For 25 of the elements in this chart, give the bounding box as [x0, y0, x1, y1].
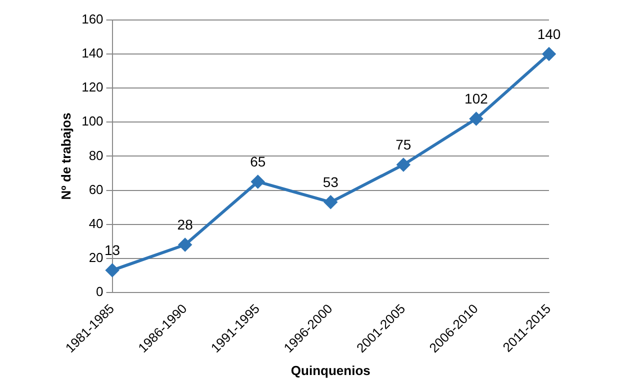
y-tick-label: 80 [88, 148, 104, 163]
y-tick-label: 60 [88, 182, 104, 197]
point [396, 158, 410, 172]
y-tick-label: 160 [82, 12, 104, 27]
y-tick-label: 120 [82, 80, 104, 95]
data-label: 75 [396, 136, 412, 153]
y-tick-label: 40 [88, 216, 104, 231]
data-label: 13 [104, 242, 120, 258]
y-tick-label: 0 [96, 284, 104, 299]
point [324, 196, 338, 209]
point [178, 238, 192, 252]
point [542, 48, 556, 61]
point [251, 175, 264, 188]
data-label: 53 [322, 174, 339, 190]
y-tick-label: 140 [82, 46, 104, 61]
data-label: 65 [250, 154, 266, 170]
point [470, 112, 483, 126]
y-tick-label: 100 [82, 114, 104, 129]
data-label: 102 [464, 90, 488, 107]
point [106, 264, 119, 277]
y-axis-title: Nº de trabajos [58, 112, 74, 200]
data-label: 140 [537, 26, 561, 42]
data-label: 28 [177, 216, 194, 233]
y-tick-label: 20 [88, 250, 104, 265]
x-axis-title: Quinquenios [290, 362, 370, 378]
